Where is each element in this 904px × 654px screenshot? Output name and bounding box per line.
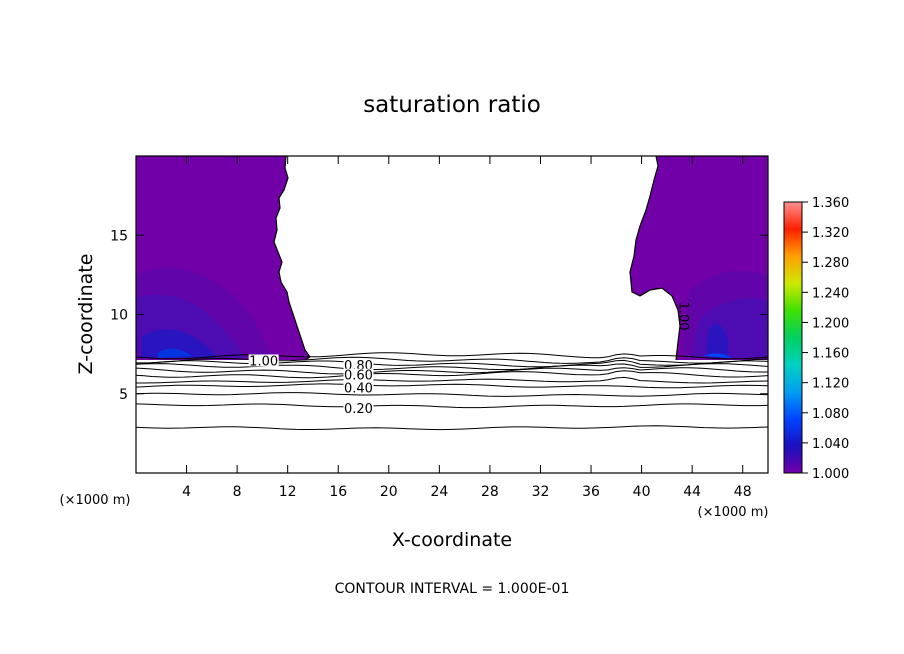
contour-label-bg-3: [343, 381, 374, 394]
colorbar-gradient: [783, 201, 803, 474]
plot-area: 1.00 0.800.600.400.201.00: [136, 156, 768, 431]
contour-label-2: 0.60: [344, 369, 373, 384]
contour-line-6: [136, 376, 768, 384]
contour-interval-note: CONTOUR INTERVAL = 1.000E-01: [335, 581, 570, 597]
colorbar-tick-label-5: 1.200: [812, 316, 849, 331]
x-tick-label-0: 4: [182, 484, 191, 500]
colorbar: 1.000 1.040 1.080 1.120 1.160 1.200 1.240 1.280…: [783, 196, 849, 482]
contour-line-9: [136, 403, 768, 409]
contour-labels: 1.00 0.800.600.400.201.00: [248, 302, 690, 417]
colorbar-tick-label-6: 1.240: [812, 286, 849, 301]
contour-label-0: 1.00: [249, 354, 278, 369]
contour-label-bg-1: [343, 359, 374, 372]
x-tick-label-10: 44: [683, 484, 701, 500]
contour-line-8: [136, 392, 768, 397]
x-axis-label: X-coordinate: [392, 529, 512, 551]
x-tick-label-8: 36: [582, 484, 600, 500]
shading-right-4: [704, 353, 732, 358]
contour-label-4: 0.20: [344, 402, 373, 417]
contour-line-1: [136, 356, 768, 364]
x-tick-label-5: 24: [430, 484, 448, 500]
contour-line-5: [136, 370, 768, 379]
shading-right-3: [706, 323, 728, 358]
y-axis-label: Z-coordinate: [75, 254, 97, 375]
colorbar-tick-label-3: 1.120: [812, 377, 849, 392]
contour-lines: [136, 352, 768, 431]
contour-label-5: 1.00: [675, 302, 690, 331]
colorbar-tick-label-1: 1.040: [812, 437, 849, 452]
x-unit-left: (×1000 m): [60, 493, 131, 508]
colorbar-ticks: 1.000 1.040 1.080 1.120 1.160 1.200 1.240 1.280…: [802, 196, 849, 482]
contour-boundary-left: [273, 156, 311, 361]
y-tick-label-0: 5: [119, 387, 128, 403]
colorbar-tick-label-4: 1.160: [812, 347, 849, 362]
contour-line-10: [136, 425, 768, 431]
colorbar-tick-label-8: 1.320: [812, 226, 849, 241]
contour-line-0: [136, 352, 768, 360]
x-tick-label-6: 28: [481, 484, 499, 500]
x-tick-label-7: 32: [532, 484, 550, 500]
contour-label-3: 0.40: [344, 381, 373, 396]
contour-line-7: [136, 383, 768, 389]
y-tick-label-1: 10: [110, 308, 128, 324]
contour-label-bg-0: [248, 354, 279, 367]
colorbar-tick-label-9: 1.360: [812, 196, 849, 211]
y-tick-label-2: 15: [110, 228, 128, 244]
contour-line-3: [136, 363, 768, 371]
colorbar-tick-label-7: 1.280: [812, 256, 849, 271]
colorbar-tick-label-0: 1.000: [812, 467, 849, 482]
shading-left-4: [158, 348, 192, 358]
contour-label-bg-2: [343, 368, 374, 381]
colorbar-tick-label-2: 1.080: [812, 407, 849, 422]
x-unit-right: (×1000 m): [698, 505, 769, 520]
x-tick-label-11: 48: [734, 484, 752, 500]
x-tick-label-9: 40: [633, 484, 651, 500]
x-tick-label-3: 16: [329, 484, 347, 500]
contour-label-bg-4: [343, 402, 374, 415]
x-tick-label-4: 20: [380, 484, 398, 500]
contour-line-2: [136, 359, 768, 368]
x-tick-label-1: 8: [233, 484, 242, 500]
chart-title: saturation ratio: [363, 92, 541, 118]
y-axis-ticks: 5 10 15: [110, 228, 768, 403]
contour-line-4: [136, 367, 768, 375]
x-axis-ticks: 4 8 12 16 20 24 28 32 36 40 44 48: [182, 156, 752, 500]
contour-boundary-right: [629, 156, 681, 361]
x-tick-label-2: 12: [279, 484, 297, 500]
